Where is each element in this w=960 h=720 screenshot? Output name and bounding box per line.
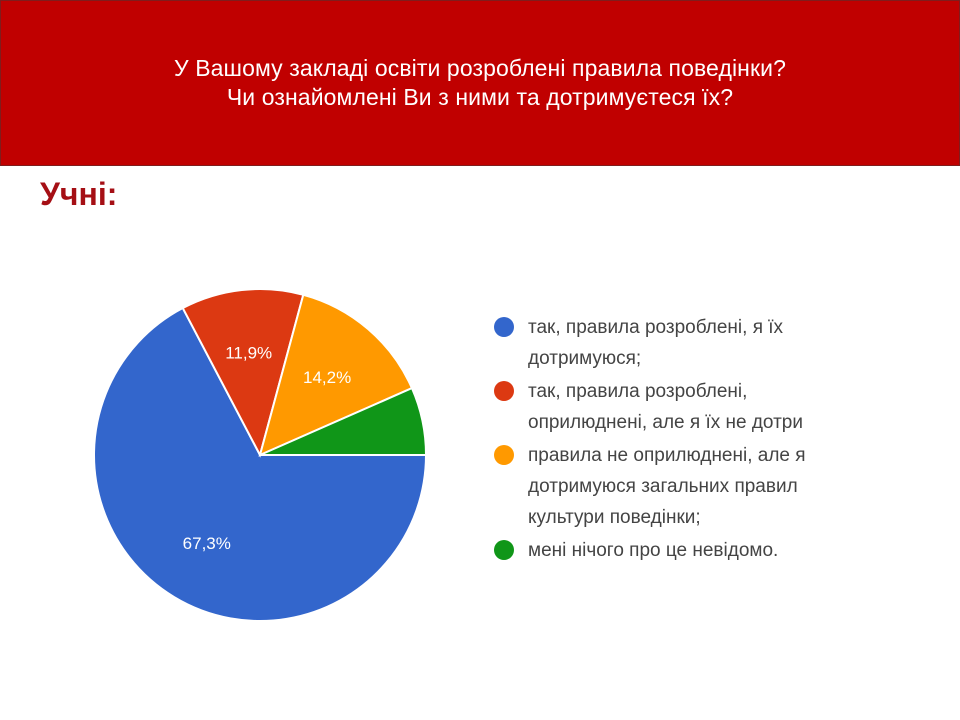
- legend-swatch-4: [494, 540, 514, 560]
- legend-item-1: так, правила розроблені, я їх дотримуюся…: [494, 312, 880, 374]
- slice-label-3: 14,2%: [303, 368, 351, 387]
- legend-label-2: так, правила розроблені, оприлюднені, ал…: [528, 381, 803, 433]
- pie-slice-1: [93, 306, 428, 622]
- pie-chart: 67,3% 11,9% 14,2%: [93, 288, 428, 622]
- legend-swatch-3: [494, 445, 514, 465]
- chart-legend: так, правила розроблені, я їх дотримуюся…: [494, 312, 880, 602]
- title-line-2: Чи ознайомлені Ви з ними та дотримуєтеся…: [226, 84, 734, 110]
- legend-item-2: так, правила розроблені, оприлюднені, ал…: [494, 376, 880, 438]
- legend-item-3: правила не оприлюднені, але я дотримуюся…: [494, 440, 880, 533]
- slice-label-2: 11,9%: [225, 344, 272, 363]
- legend-item-4: мені нічого про це невідомо.: [494, 535, 880, 566]
- legend-label-3: правила не оприлюднені, але я дотримуюся…: [528, 445, 806, 528]
- legend-label-4: мені нічого про це невідомо.: [528, 540, 779, 561]
- legend-label-1: так, правила розроблені, я їх дотримуюся…: [528, 317, 784, 369]
- pie-slice-2: [181, 288, 305, 458]
- legend-swatch-1: [494, 317, 514, 337]
- pie-slice-4: [259, 386, 428, 456]
- title-line-1: У Вашому закладі освіти розроблені прави…: [174, 55, 786, 81]
- title-banner: У Вашому закладі освіти розроблені прави…: [0, 0, 960, 166]
- legend-swatch-2: [494, 381, 514, 401]
- section-label: Учні:: [40, 176, 118, 212]
- pie-slice-3: [258, 293, 414, 457]
- slice-label-1: 67,3%: [183, 534, 231, 553]
